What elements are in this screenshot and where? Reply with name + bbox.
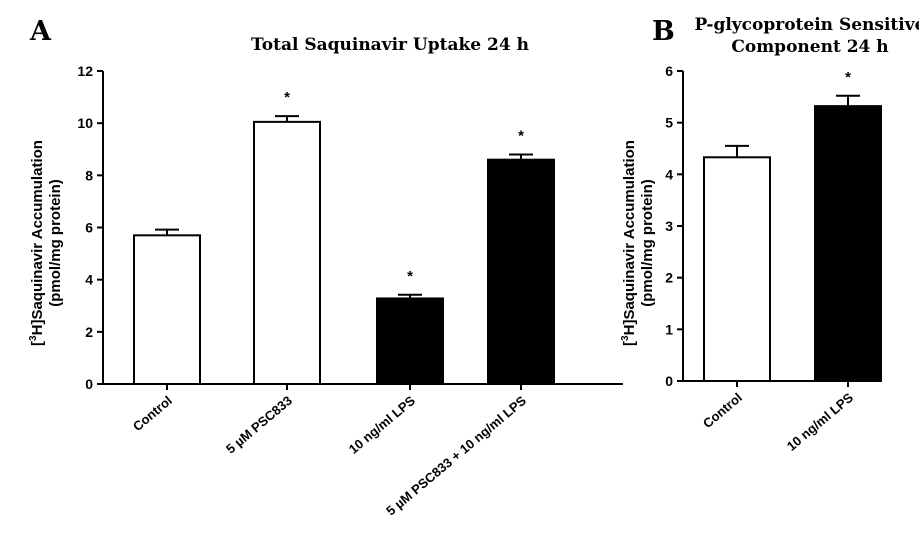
panel-b-title-line2: Component 24 h: [731, 37, 888, 57]
svg-text:(pmol/mg protein): (pmol/mg protein): [47, 179, 64, 307]
svg-text:[3H]Saquinavir Accumulation: [3H]Saquinavir Accumulation: [28, 140, 46, 346]
panel-a-bar: [487, 158, 555, 385]
svg-text:(pmol/mg protein): (pmol/mg protein): [639, 179, 656, 307]
panel-b-significance-marker: *: [845, 69, 851, 86]
panel-b-y-tick-label: 2: [665, 270, 673, 286]
panel-a-significance-marker: *: [284, 89, 290, 106]
panel-a-y-tick-label: 10: [77, 115, 93, 131]
panel-a-y-tick-label: 12: [77, 63, 93, 79]
panel-a-title: Total Saquinavir Uptake 24 h: [251, 35, 529, 55]
panel-b-y-axis-label: [3H]Saquinavir Accumulation (pmol/mg pro…: [620, 140, 656, 346]
panel-b-y-tick-label: 4: [665, 166, 673, 182]
panel-b-letter: B: [652, 16, 675, 47]
panel-b-bar: [814, 105, 882, 382]
panel-a-category-label: 10 ng/ml LPS: [346, 393, 418, 457]
panel-a-bar: [133, 234, 201, 385]
panel-b-y-tick-label: 6: [665, 63, 673, 79]
panel-a-category-label: 5 µM PSC833: [223, 393, 295, 457]
panel-a-plot: 0 2 4 6 8 10 12 Control * 5 µM PSC833 * 10 ng/ml LP…: [77, 63, 623, 518]
panel-a-bar: [253, 120, 321, 386]
panel-a-bar: [376, 297, 444, 385]
panel-b-title-line1: P-glycoprotein Sensitive: [695, 15, 919, 35]
panel-a-y-tick-label: 0: [85, 376, 93, 392]
panel-a-y-tick-label: 4: [85, 272, 93, 288]
panel-b-plot: 0 1 2 3 4 5 6 Control * 10 ng/ml LPS: [665, 63, 882, 454]
panel-a-y-axis-label: [3H]Saquinavir Accumulation (pmol/mg pro…: [28, 140, 64, 346]
panel-a-significance-marker: *: [407, 268, 413, 285]
panel-b-y-tick-label: 0: [665, 373, 673, 389]
panel-a-category-label: Control: [130, 393, 175, 434]
panel-a-y-tick-label: 8: [85, 167, 93, 183]
panel-a-y-tick-label: 6: [85, 220, 93, 236]
panel-a-letter: A: [29, 16, 52, 47]
panel-a-y-tick-label: 2: [85, 324, 93, 340]
panel-b-category-label: Control: [700, 390, 745, 431]
panel-b-category-label: 10 ng/ml LPS: [784, 390, 856, 454]
panel-b-bar: [703, 156, 771, 382]
svg-text:[3H]Saquinavir Accumulation: [3H]Saquinavir Accumulation: [620, 140, 638, 346]
panel-a-significance-marker: *: [518, 127, 524, 144]
panel-b-y-tick-label: 3: [665, 218, 673, 234]
panel-b-y-tick-label: 5: [665, 115, 673, 131]
panel-b-y-tick-label: 1: [665, 321, 673, 337]
